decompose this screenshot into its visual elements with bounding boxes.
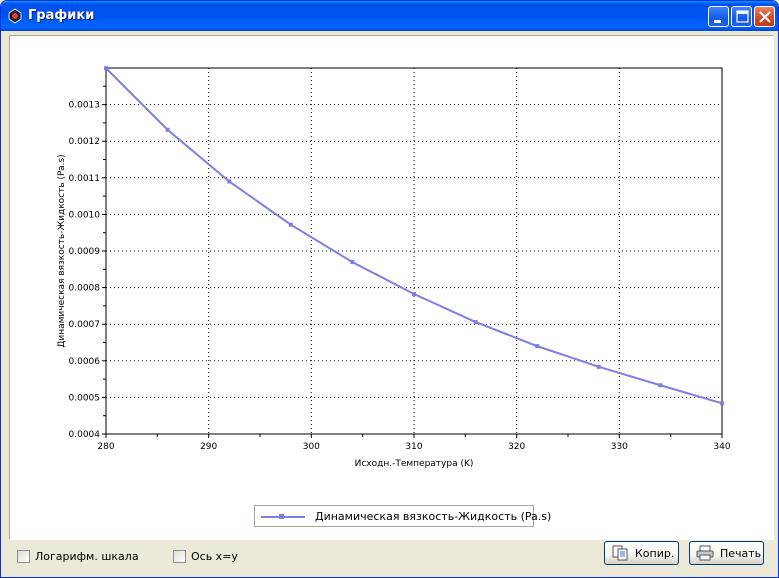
data-point — [165, 127, 170, 132]
close-icon — [759, 11, 771, 23]
x-tick-label: 290 — [200, 442, 217, 452]
x-tick-label: 280 — [97, 442, 114, 452]
window-title: Графики — [28, 8, 95, 23]
copy-button-label: Копир. — [635, 546, 675, 560]
app-icon — [8, 8, 22, 24]
print-button-label: Печать — [720, 546, 762, 560]
maximize-icon — [736, 10, 749, 23]
log-scale-label: Логарифм. шкала — [35, 549, 139, 563]
x-tick-label: 330 — [611, 442, 628, 452]
y-tick-label: 0.0010 — [69, 210, 101, 220]
data-point — [350, 260, 355, 265]
minimize-icon — [714, 20, 721, 23]
minimize-button[interactable] — [708, 6, 729, 27]
data-point — [596, 364, 601, 369]
log-scale-checkbox[interactable]: Логарифм. шкала — [17, 548, 139, 564]
x-tick-label: 320 — [508, 442, 525, 452]
data-point — [412, 292, 416, 297]
data-point — [535, 344, 540, 349]
close-button[interactable] — [754, 6, 775, 27]
chart-legend: Динамическая вязкость-Жидкость (Pa.s) — [254, 505, 551, 527]
y-axis-title: Динамическая вязкость-Жидкость (Pa.s) — [57, 154, 67, 347]
legend-marker — [279, 514, 284, 519]
data-point — [227, 179, 232, 184]
y-tick-label: 0.0009 — [69, 247, 101, 257]
legend-label: Динамическая вязкость-Жидкость (Pa.s) — [315, 510, 552, 523]
x-tick-label: 310 — [405, 442, 422, 452]
copy-button[interactable]: Копир. — [604, 541, 679, 565]
axis-xy-checkbox[interactable]: Ось x=y — [173, 548, 238, 564]
printer-icon — [696, 545, 714, 561]
y-tick-label: 0.0011 — [69, 174, 101, 184]
axis-xy-checkbox-box[interactable] — [173, 549, 186, 563]
data-point — [720, 401, 724, 406]
title-bar[interactable]: Графики — [1, 1, 778, 31]
data-point — [104, 66, 108, 71]
print-button[interactable]: Печать — [689, 541, 764, 565]
viscosity-chart: 280 290 300 310 320 330 340 0.0004 0.0005 0.0006 0… — [57, 66, 731, 469]
copy-icon — [612, 545, 628, 561]
y-tick-label: 0.0007 — [69, 320, 101, 330]
data-point — [658, 383, 663, 388]
client-area: 280 290 300 310 320 330 340 0.0004 0.0005 0.0006 0… — [5, 31, 774, 575]
maximize-button[interactable] — [731, 6, 752, 27]
y-tick-label: 0.0005 — [69, 393, 101, 403]
axis-xy-label: Ось x=y — [191, 549, 238, 563]
chart-panel: 280 290 300 310 320 330 340 0.0004 0.0005 0.0006 0… — [9, 35, 774, 540]
data-point — [473, 320, 478, 325]
y-tick-label: 0.0013 — [69, 101, 101, 111]
x-axis-title: Исходн.-Температура (K) — [355, 459, 474, 469]
y-tick-label: 0.0006 — [69, 357, 101, 367]
series-line — [105, 67, 723, 405]
data-point — [288, 222, 293, 227]
y-tick-label: 0.0004 — [69, 430, 101, 440]
x-tick-label: 300 — [303, 442, 320, 452]
x-tick-label: 340 — [713, 442, 730, 452]
y-tick-label: 0.0008 — [69, 284, 101, 294]
log-scale-checkbox-box[interactable] — [17, 549, 30, 563]
y-tick-label: 0.0012 — [69, 137, 101, 147]
